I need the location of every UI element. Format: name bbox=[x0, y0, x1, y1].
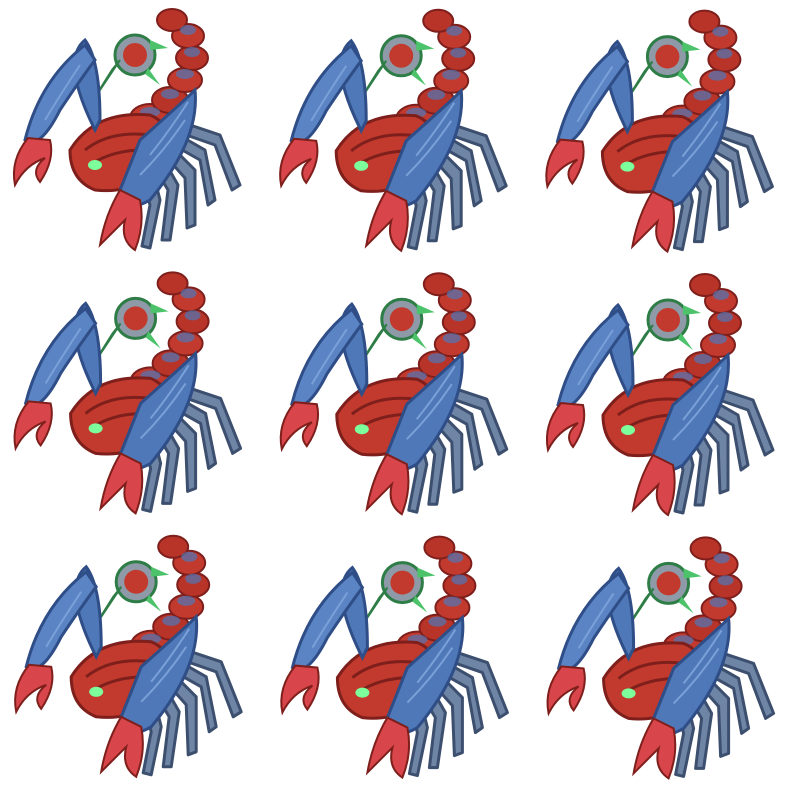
sprite-frame-3 bbox=[530, 0, 795, 263]
sprite-frame-2 bbox=[265, 0, 530, 263]
sprite-frame-8 bbox=[265, 526, 530, 789]
scorpion-creature-icon bbox=[13, 534, 243, 779]
scorpion-creature-icon bbox=[546, 535, 776, 780]
scorpion-creature-icon bbox=[13, 270, 243, 515]
scorpion-creature-icon bbox=[12, 7, 242, 252]
scorpion-creature-icon bbox=[544, 9, 774, 254]
scorpion-creature-icon bbox=[545, 272, 775, 517]
sprite-frame-6 bbox=[530, 263, 795, 526]
scorpion-creature-icon bbox=[278, 8, 508, 253]
scorpion-creature-icon bbox=[279, 535, 509, 780]
sprite-frame-5 bbox=[265, 263, 530, 526]
scorpion-creature-icon bbox=[279, 271, 509, 516]
sprite-frame-9 bbox=[530, 526, 795, 789]
sprite-frame-1 bbox=[0, 0, 265, 263]
sprite-frame-7 bbox=[0, 526, 265, 789]
sprite-frame-4 bbox=[0, 263, 265, 526]
